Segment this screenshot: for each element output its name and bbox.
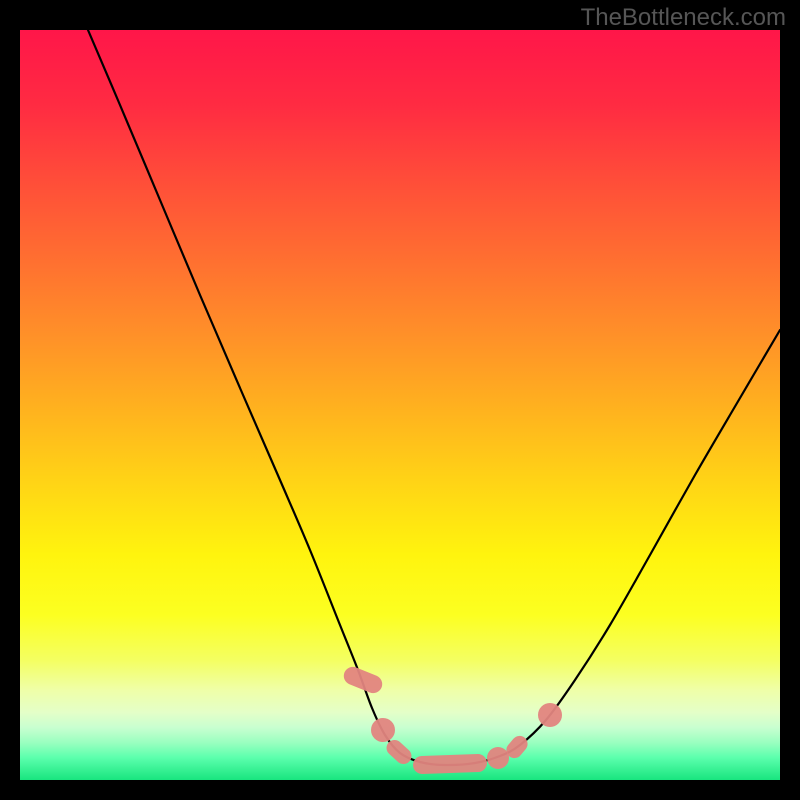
chart-container: TheBottleneck.com xyxy=(0,0,800,800)
watermark-text: TheBottleneck.com xyxy=(581,4,786,32)
curve-marker xyxy=(371,718,395,742)
gradient-background xyxy=(20,30,780,780)
chart-svg xyxy=(0,0,800,800)
curve-marker xyxy=(538,703,562,727)
curve-marker xyxy=(487,747,509,769)
curve-marker xyxy=(413,754,488,775)
